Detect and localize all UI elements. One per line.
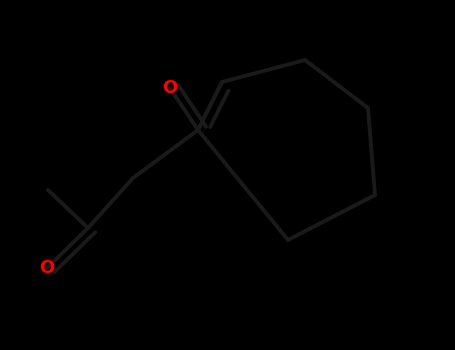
Text: O: O xyxy=(40,259,55,277)
Text: O: O xyxy=(162,79,177,97)
